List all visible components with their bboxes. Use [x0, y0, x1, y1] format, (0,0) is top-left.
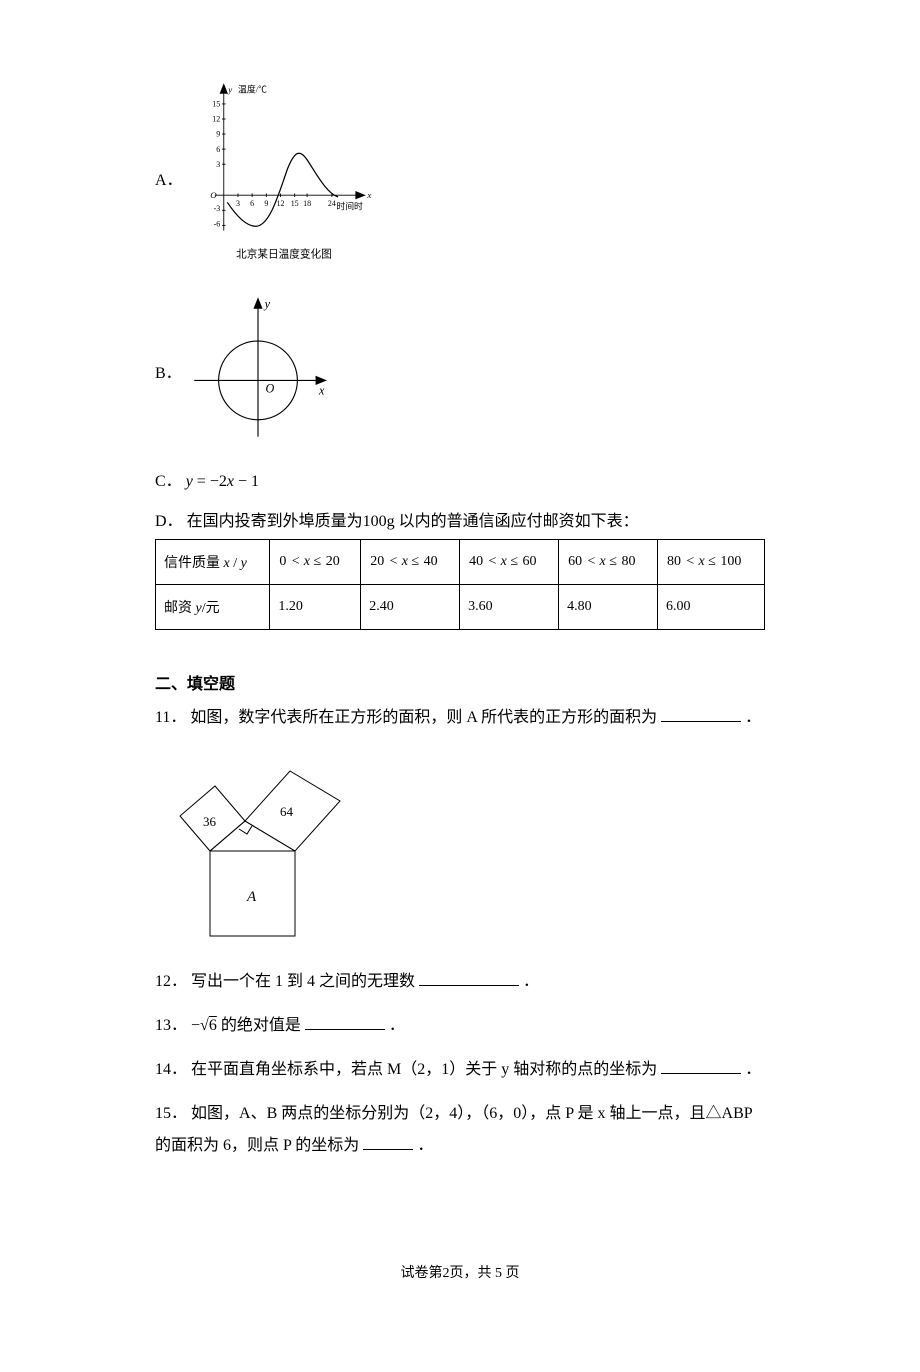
q12-num: 12．	[155, 973, 187, 990]
pythagoras-figure: 36 64 A	[155, 746, 765, 946]
svg-text:12: 12	[277, 199, 285, 208]
q13-num: 13．	[155, 1017, 187, 1034]
value-cell: 3.60	[460, 585, 559, 630]
svg-text:9: 9	[264, 199, 268, 208]
range-cell: 60 < x ≤ 80	[559, 540, 658, 585]
q15-text2: 的面积为 6，则点 P 的坐标为	[155, 1137, 359, 1154]
blank-fill[interactable]	[419, 969, 519, 986]
q13-after: 的绝对值是	[221, 1017, 301, 1034]
sqA-label: A	[246, 889, 257, 905]
q12-text: 写出一个在 1 到 4 之间的无理数	[191, 973, 415, 990]
svg-text:12: 12	[212, 115, 220, 124]
q11-num: 11．	[155, 709, 186, 726]
table-row: 信件质量 x / y 0 < x ≤ 20 20 < x ≤ 40 40 < x…	[156, 540, 765, 585]
svg-text:6: 6	[250, 199, 254, 208]
q15-num: 15．	[155, 1105, 187, 1122]
svg-text:9: 9	[216, 130, 220, 139]
svg-text:y: y	[263, 297, 271, 311]
q12-end: ．	[523, 973, 539, 990]
svg-text:-3: -3	[214, 204, 221, 213]
postage-table: 信件质量 x / y 0 < x ≤ 20 20 < x ≤ 40 40 < x…	[155, 539, 765, 630]
question-14: 14． 在平面直角坐标系中，若点 M（2，1）关于 y 轴对称的点的坐标为 ．	[155, 1054, 765, 1086]
option-a-label: A．	[155, 166, 183, 190]
page-footer: 试卷第2页，共 5 页	[155, 1262, 765, 1322]
blank-fill[interactable]	[305, 1013, 385, 1030]
value-cell: 2.40	[361, 585, 460, 630]
value-cell: 1.20	[270, 585, 361, 630]
q15-end: ．	[417, 1137, 433, 1154]
option-d-label: D．	[155, 513, 183, 530]
option-d-text: 在国内投寄到外埠质量为100g 以内的普通信函应付邮资如下表：	[187, 513, 639, 530]
range-cell: 40 < x ≤ 60	[460, 540, 559, 585]
option-b-label: B．	[155, 359, 183, 383]
q11-end: ．	[745, 709, 761, 726]
section-2-title: 二、填空题	[155, 670, 765, 694]
svg-text:24: 24	[328, 199, 336, 208]
sq36-label: 36	[203, 814, 217, 829]
question-13: 13． −√6 的绝对值是 ．	[155, 1010, 765, 1042]
q13-radicand: 6	[209, 1017, 217, 1034]
q13-end: ．	[389, 1017, 405, 1034]
svg-text:温度/℃: 温度/℃	[238, 83, 267, 94]
range-cell: 80 < x ≤ 100	[658, 540, 765, 585]
sq64-label: 64	[280, 804, 294, 819]
range-cell: 0 < x ≤ 20	[270, 540, 361, 585]
blank-fill[interactable]	[363, 1133, 413, 1150]
range-cell: 20 < x ≤ 40	[361, 540, 460, 585]
chart-a-caption: 北京某日温度变化图	[236, 247, 332, 260]
q14-num: 14．	[155, 1061, 187, 1078]
option-c-label: C．	[155, 473, 182, 490]
svg-text:6: 6	[216, 145, 220, 154]
question-11: 11． 如图，数字代表所在正方形的面积，则 A 所代表的正方形的面积为 ．	[155, 702, 765, 734]
question-15: 15． 如图，A、B 两点的坐标分别为（2，4），（6，0），点 P 是 x 轴…	[155, 1098, 765, 1162]
blank-fill[interactable]	[661, 1057, 741, 1074]
row1-header: 信件质量 x / y	[156, 540, 270, 585]
table-row: 邮资 y/元 1.20 2.40 3.60 4.80 6.00	[156, 585, 765, 630]
option-a-row: A． 15 12 9 6 3 -3 -6	[155, 80, 765, 275]
option-b-row: B． O x y	[155, 291, 765, 451]
blank-fill[interactable]	[661, 705, 741, 722]
page-root: A． 15 12 9 6 3 -3 -6	[0, 0, 920, 1372]
svg-text:15: 15	[212, 100, 220, 109]
svg-text:15: 15	[291, 199, 299, 208]
q14-text: 在平面直角坐标系中，若点 M（2，1）关于 y 轴对称的点的坐标为	[191, 1061, 657, 1078]
svg-text:y: y	[227, 84, 232, 94]
row2-header: 邮资 y/元	[156, 585, 270, 630]
svg-text:18: 18	[303, 199, 311, 208]
svg-text:3: 3	[216, 160, 220, 169]
question-12: 12． 写出一个在 1 到 4 之间的无理数 ．	[155, 966, 765, 998]
svg-text:x: x	[366, 190, 371, 200]
value-cell: 6.00	[658, 585, 765, 630]
q15-text1: 如图，A、B 两点的坐标分别为（2，4），（6，0），点 P 是 x 轴上一点，…	[191, 1105, 753, 1122]
value-cell: 4.80	[559, 585, 658, 630]
svg-text:时间时: 时间时	[336, 200, 363, 211]
option-c-row: C． y = −2x − 1	[155, 467, 765, 491]
svg-text:3: 3	[236, 199, 240, 208]
q14-end: ．	[745, 1061, 761, 1078]
svg-text:O: O	[210, 190, 217, 200]
svg-text:-6: -6	[214, 219, 221, 228]
circle-chart: O x y	[183, 291, 333, 451]
svg-text:O: O	[266, 382, 275, 396]
option-d-intro: D． 在国内投寄到外埠质量为100g 以内的普通信函应付邮资如下表：	[155, 507, 765, 531]
q11-text: 如图，数字代表所在正方形的面积，则 A 所代表的正方形的面积为	[190, 709, 657, 726]
svg-text:x: x	[318, 383, 325, 397]
temperature-chart: 15 12 9 6 3 -3 -6 3 6 9 12 15 18 24	[183, 80, 378, 275]
